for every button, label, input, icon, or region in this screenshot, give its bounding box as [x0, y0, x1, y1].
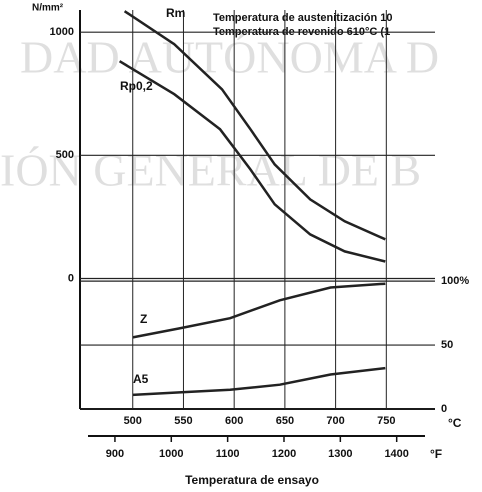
series-line — [132, 366, 386, 397]
series-line — [118, 60, 386, 263]
annotation: Temperatura de austenitización 10 — [213, 12, 393, 24]
series-label: Rm — [166, 6, 185, 20]
x-axis-title: Temperatura de ensayo — [185, 473, 319, 487]
x2-tick-label: 1400 — [384, 448, 408, 460]
y2-tick-label: 100% — [441, 275, 469, 287]
x2-tick-label: 1000 — [159, 448, 183, 460]
watermark: DAD AUTÓNOMA D — [20, 32, 439, 83]
x-tick-label: 500 — [124, 415, 142, 427]
watermark: IÓN GENERAL DE B — [0, 145, 421, 196]
x-unit: °C — [448, 416, 462, 430]
y-tick-label: 1000 — [50, 26, 74, 38]
x-tick-label: 550 — [174, 415, 192, 427]
x2-tick-label: 1300 — [328, 448, 352, 460]
x2-unit: °F — [430, 447, 442, 461]
series-line — [132, 282, 386, 339]
x-tick-label: 700 — [326, 415, 344, 427]
y2-tick-label: 0 — [441, 403, 447, 415]
x2-tick-label: 1100 — [216, 448, 240, 460]
x-tick-label: 600 — [225, 415, 243, 427]
x2-tick-label: 900 — [106, 448, 124, 460]
x-tick-label: 650 — [276, 415, 294, 427]
y2-tick-label: 50 — [441, 339, 453, 351]
series-label: Rp0,2 — [120, 79, 153, 93]
series-line — [123, 10, 386, 241]
y-unit: N/mm² — [32, 3, 64, 14]
y-tick-label: 500 — [56, 149, 74, 161]
x-tick-label: 750 — [377, 415, 395, 427]
series-label: A5 — [133, 372, 149, 386]
x2-tick-label: 1200 — [272, 448, 296, 460]
series-label: Z — [140, 312, 147, 326]
y-tick-label: 0 — [68, 272, 74, 284]
